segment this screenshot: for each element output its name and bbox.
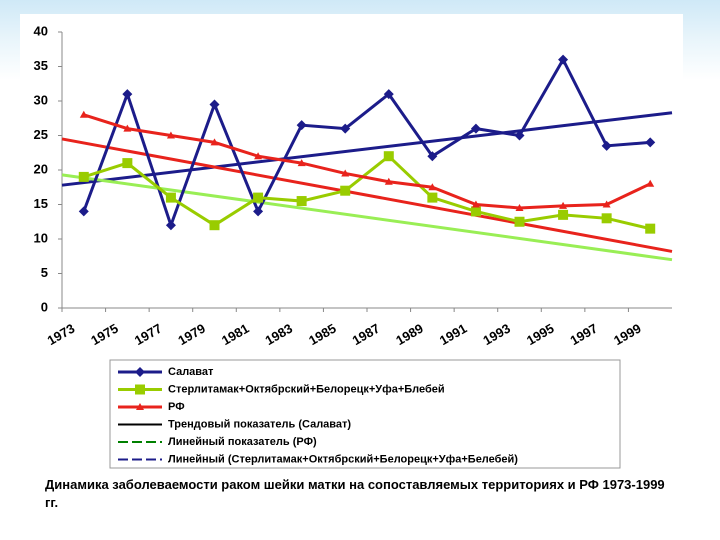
series-line: [83, 113, 651, 210]
y-tick-label: 25: [34, 127, 48, 142]
y-tick-label: 40: [34, 23, 48, 38]
caption: Динамика заболеваемости раком шейки матк…: [45, 477, 665, 510]
point: [602, 200, 611, 208]
legend-label: Салават: [168, 366, 214, 378]
point: [514, 216, 525, 227]
point: [601, 140, 612, 151]
point: [601, 213, 612, 224]
point: [210, 138, 219, 146]
point: [383, 151, 394, 162]
point: [165, 220, 176, 231]
point: [470, 123, 481, 134]
point: [428, 183, 437, 191]
point: [122, 158, 133, 169]
point: [254, 152, 263, 160]
point: [558, 209, 569, 220]
trend-line: [61, 111, 673, 187]
point: [471, 200, 480, 208]
point: [340, 123, 351, 134]
trend-line: [61, 173, 673, 262]
legend-label: Линейный (Стерлитамак+Октябрский+Белорец…: [168, 453, 518, 465]
point: [645, 137, 656, 148]
point: [515, 203, 524, 211]
point: [296, 120, 307, 131]
y-tick-label: 15: [34, 196, 48, 211]
point: [340, 185, 351, 196]
point: [427, 151, 438, 162]
point: [559, 201, 568, 209]
point: [78, 171, 89, 182]
point: [122, 89, 133, 100]
trend-line: [61, 137, 673, 253]
legend-box: [109, 359, 621, 469]
point: [646, 179, 655, 187]
point: [165, 192, 176, 203]
y-tick-label: 5: [41, 265, 48, 280]
point: [123, 124, 132, 132]
point: [514, 130, 525, 141]
y-tick-label: 35: [34, 58, 48, 73]
point: [253, 192, 264, 203]
point: [209, 220, 220, 231]
point: [558, 54, 569, 65]
legend-label: Трендовый показатель (Салават): [168, 418, 351, 430]
legend-marker: [135, 384, 145, 395]
point: [384, 177, 393, 185]
y-tick-label: 10: [34, 230, 48, 245]
series-line: [83, 154, 651, 231]
y-tick-label: 20: [34, 161, 48, 176]
point: [645, 223, 656, 234]
point: [78, 206, 89, 217]
y-tick-label: 30: [34, 92, 48, 107]
legend-label: РФ: [168, 401, 185, 413]
point: [383, 89, 394, 100]
point: [166, 131, 175, 139]
legend-label: Линейный показатель (РФ): [168, 436, 317, 448]
point: [296, 196, 307, 207]
point: [209, 99, 220, 110]
point: [341, 169, 350, 177]
legend-label: Стерлитамак+Октябрский+Белорецк+Уфа+Блеб…: [168, 383, 445, 395]
point: [79, 110, 88, 118]
point: [297, 159, 306, 167]
series-line: [82, 56, 651, 230]
point: [253, 206, 264, 217]
point: [470, 206, 481, 217]
legend-marker: [135, 367, 145, 377]
legend-marker: [136, 403, 144, 410]
y-tick-label: 0: [41, 299, 48, 314]
point: [427, 192, 438, 203]
